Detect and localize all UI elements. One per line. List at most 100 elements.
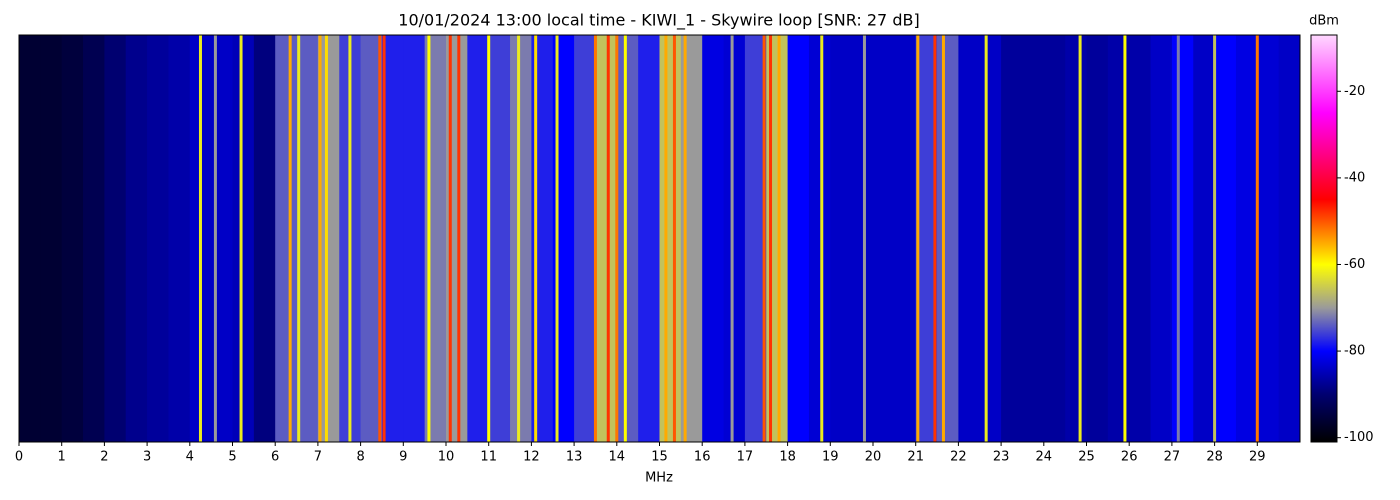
heat-cell xyxy=(381,35,404,442)
carrier-line xyxy=(862,35,866,442)
heat-cell xyxy=(915,35,938,442)
x-tick-label: 6 xyxy=(271,450,279,465)
heat-cell xyxy=(147,35,169,442)
x-tick-label: 12 xyxy=(523,450,540,465)
x-tick-label: 18 xyxy=(779,450,796,465)
carrier-line xyxy=(318,35,322,442)
carrier-line xyxy=(487,35,491,442)
heat-cell xyxy=(744,35,767,442)
carrier-line xyxy=(615,35,619,442)
x-tick-label: 7 xyxy=(314,450,322,465)
heat-cell xyxy=(232,35,255,442)
carrier-line xyxy=(198,35,202,442)
heat-cell xyxy=(510,35,532,442)
heat-cell xyxy=(808,35,831,442)
x-tick-label: 23 xyxy=(993,450,1010,465)
heat-cell xyxy=(595,35,618,442)
heat-cell xyxy=(467,35,490,442)
heat-cell xyxy=(1065,35,1087,442)
heat-cell xyxy=(317,35,340,442)
carrier-line xyxy=(457,35,461,442)
carrier-line xyxy=(324,35,328,442)
carrier-line xyxy=(382,35,386,442)
x-tick-label: 22 xyxy=(950,450,967,465)
colorbar xyxy=(1310,34,1338,443)
x-tick-label: 19 xyxy=(822,450,839,465)
heat-cell xyxy=(360,35,383,442)
heat-cell xyxy=(937,35,959,442)
heat-cell xyxy=(40,35,63,442)
heat-cell xyxy=(958,35,981,442)
x-tick-label: 9 xyxy=(399,450,407,465)
heat-cell xyxy=(787,35,810,442)
heat-cell xyxy=(104,35,127,442)
carrier-line xyxy=(534,35,538,442)
heat-cell xyxy=(1022,35,1045,442)
heat-cell xyxy=(403,35,426,442)
carrier-line xyxy=(517,35,521,442)
heat-cell xyxy=(1129,35,1152,442)
carrier-line xyxy=(769,35,773,442)
heat-cell xyxy=(1043,35,1066,442)
x-tick-label: 16 xyxy=(694,450,711,465)
heat-cell xyxy=(83,35,105,442)
carrier-line xyxy=(427,35,431,442)
x-tick-label: 0 xyxy=(15,450,23,465)
heat-cell xyxy=(1235,35,1258,442)
colorbar-tick-label: -20 xyxy=(1344,84,1365,99)
heat-cell xyxy=(275,35,298,442)
x-tick-label: 28 xyxy=(1206,450,1223,465)
chart-title: 10/01/2024 13:00 local time - KIWI_1 - S… xyxy=(398,11,919,31)
heat-cell xyxy=(894,35,917,442)
carrier-line xyxy=(288,35,292,442)
x-tick-label: 11 xyxy=(480,450,497,465)
heat-cell xyxy=(168,35,191,442)
heat-cell xyxy=(659,35,682,442)
heat-cell xyxy=(1193,35,1216,442)
heat-cell xyxy=(723,35,746,442)
heat-cell xyxy=(1278,35,1301,442)
heat-cell xyxy=(574,35,596,442)
heat-cell xyxy=(851,35,874,442)
carrier-line xyxy=(378,35,382,442)
carrier-line xyxy=(984,35,988,442)
carrier-line xyxy=(683,35,687,442)
x-tick-label: 8 xyxy=(356,450,364,465)
carrier-line xyxy=(1255,35,1259,442)
heat-cell xyxy=(125,35,148,442)
carrier-line xyxy=(820,35,824,442)
carrier-line xyxy=(593,35,597,442)
carrier-line xyxy=(672,35,676,442)
colorbar-tick-label: -80 xyxy=(1344,344,1365,359)
x-tick-label: 4 xyxy=(186,450,194,465)
heat-cell xyxy=(638,35,660,442)
carrier-line xyxy=(448,35,452,442)
x-tick-label: 15 xyxy=(651,450,668,465)
heat-cell xyxy=(702,35,725,442)
heat-cell xyxy=(19,35,41,442)
carrier-line xyxy=(348,35,352,442)
x-tick-label: 25 xyxy=(1078,450,1095,465)
x-tick-label: 17 xyxy=(737,450,754,465)
x-tick-label: 2 xyxy=(100,450,108,465)
heat-cell xyxy=(1001,35,1023,442)
carrier-line xyxy=(730,35,734,442)
colorbar-tick-label: -100 xyxy=(1344,430,1374,445)
carrier-line xyxy=(1078,35,1082,442)
carrier-line xyxy=(297,35,301,442)
x-tick-label: 10 xyxy=(438,450,455,465)
x-tick-label: 13 xyxy=(566,450,583,465)
carrier-line xyxy=(762,35,766,442)
carrier-line xyxy=(941,35,945,442)
heat-cell xyxy=(616,35,639,442)
heat-cell xyxy=(1086,35,1109,442)
colorbar-label: dBm xyxy=(1309,14,1339,29)
x-tick-label: 5 xyxy=(228,450,236,465)
colorbar-tick-label: -60 xyxy=(1344,257,1365,272)
x-tick-label: 21 xyxy=(907,450,924,465)
carrier-line xyxy=(239,35,243,442)
heat-cell xyxy=(1150,35,1173,442)
x-tick-label: 14 xyxy=(609,450,626,465)
heat-cell xyxy=(61,35,84,442)
